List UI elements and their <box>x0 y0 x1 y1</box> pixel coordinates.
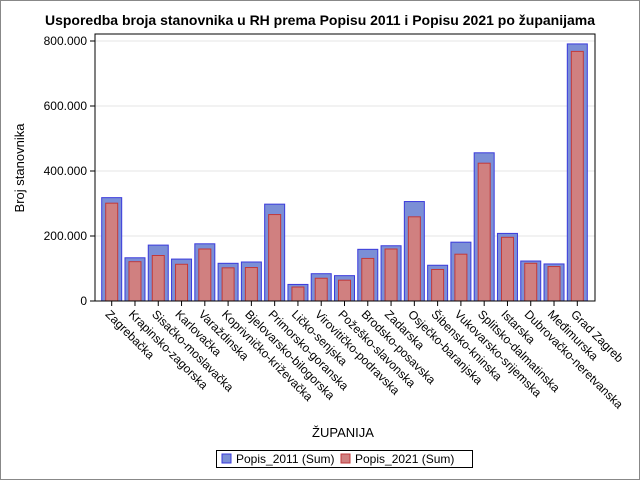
y-tick-label: 600.000 <box>44 99 88 113</box>
bar-popis-2021 <box>361 257 375 302</box>
legend: Popis_2011 (Sum) Popis_2021 (Sum) <box>216 450 473 468</box>
bar-popis-2021 <box>151 255 165 302</box>
legend-swatch <box>221 453 232 464</box>
bar-popis-2021 <box>407 216 421 302</box>
plot-area-border <box>94 33 596 302</box>
bar-popis-2021 <box>500 236 514 302</box>
bar-popis-2021 <box>244 267 258 302</box>
bar-popis-2021 <box>338 279 351 302</box>
legend-label: Popis_2011 (Sum) <box>236 452 335 466</box>
y-tick-label: 200.000 <box>44 229 88 243</box>
bar-popis-2021 <box>547 266 561 302</box>
y-tick-label: 800.000 <box>44 34 88 48</box>
y-tick-label: 0 <box>80 294 87 308</box>
bar-popis-2021 <box>314 277 328 302</box>
x-axis-title: ŽUPANIJA <box>312 425 374 440</box>
bar-popis-2021 <box>175 263 189 302</box>
bar-popis-2021 <box>477 162 491 302</box>
legend-swatch <box>340 453 351 464</box>
bar-popis-2021 <box>454 253 468 302</box>
y-axis-title: Broj stanovnika <box>12 123 27 213</box>
bar-popis-2021 <box>105 202 119 302</box>
bar-popis-2021 <box>431 268 445 302</box>
bar-popis-2021 <box>128 261 142 302</box>
bar-popis-2021 <box>570 50 584 302</box>
chart-title: Usporedba broja stanovnika u RH prema Po… <box>45 12 595 28</box>
bar-popis-2021 <box>524 262 538 302</box>
bar-popis-2021 <box>384 248 398 302</box>
legend-label: Popis_2021 (Sum) <box>355 452 454 466</box>
bar-popis-2021 <box>221 267 235 302</box>
bar-popis-2021 <box>291 286 305 302</box>
y-tick-label: 400.000 <box>44 164 88 178</box>
bar-popis-2021 <box>198 248 212 302</box>
bar-popis-2021 <box>268 214 282 302</box>
